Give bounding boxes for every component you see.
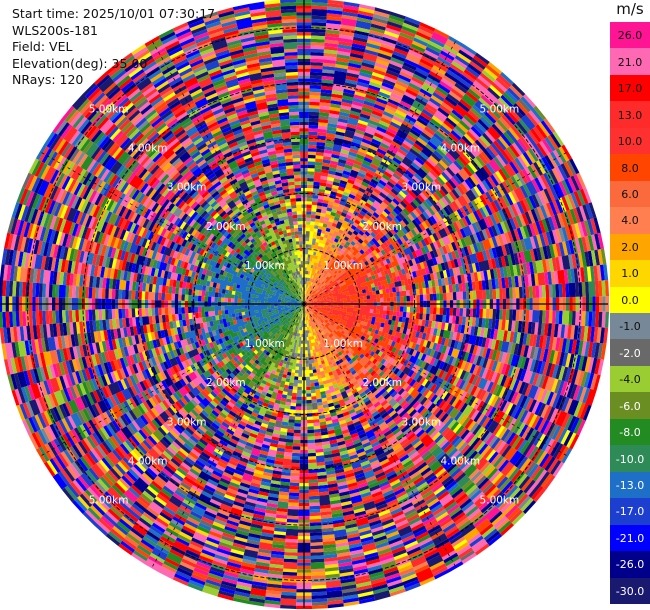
- azimuth-spoke: [303, 303, 457, 568]
- colorbar-tick-label: -8.0: [619, 426, 641, 440]
- colorbar-tick-label: -6.0: [619, 399, 641, 413]
- colorbar-tick-label: 2.0: [621, 240, 639, 254]
- velocity-cell-group: [3, 4, 606, 609]
- colorbar-tick-label: 1.0: [621, 267, 639, 281]
- colorbar-tick-label: -10.0: [615, 452, 645, 466]
- range-ring-label: 2.00km: [206, 377, 246, 389]
- colorbar-tick-label: -30.0: [615, 584, 645, 598]
- colorbar-segment: [610, 154, 650, 182]
- colorbar-tick-label: 4.0: [621, 214, 639, 228]
- colorbar-tick-label: -2.0: [619, 346, 641, 360]
- colorbar-tick-label: 8.0: [621, 161, 639, 175]
- range-ring-label: 3.00km: [167, 182, 207, 194]
- velocity-cell-group: [13, 15, 610, 610]
- nrays-label: NRays: 120: [12, 72, 84, 88]
- colorbar-segment: [610, 286, 650, 314]
- range-ring-labels: 1.00km 1.00km 1.00km 1.00km 2.00km 2.00km 2.00…: [89, 104, 520, 507]
- colorbar-segment: [610, 418, 650, 446]
- plot-info: Start time: 2025/10/01 07:30:17 WLS200s-…: [12, 6, 215, 89]
- colorbar-segment: [610, 74, 650, 102]
- colorbar-segment: [610, 365, 650, 393]
- colorbar-tick-label: 26.0: [617, 29, 643, 43]
- colorbar-segment: [610, 101, 650, 129]
- azimuth-spoke: [151, 303, 305, 568]
- range-ring-label: 1.00km: [323, 260, 363, 272]
- colorbar-segment: [610, 498, 650, 526]
- colorbar-segment: [610, 445, 650, 473]
- colorbar-segment: [610, 233, 650, 261]
- colorbar-segment: [610, 339, 650, 367]
- colorbar-tick-label: 10.0: [617, 135, 643, 149]
- elevation-label: Elevation(deg): 35.00: [12, 55, 148, 71]
- velocity-cell-group: [11, 10, 609, 603]
- range-ring-label: 2.00km: [362, 221, 402, 233]
- velocity-cells: [0, 0, 610, 610]
- field-label: Field: VEL: [12, 39, 73, 55]
- range-ring-label: 2.00km: [362, 377, 402, 389]
- colorbar-tick-label: 13.0: [617, 108, 643, 122]
- colorbar-segment: [610, 207, 650, 235]
- range-ring-label: 5.00km: [480, 104, 520, 116]
- range-ring-label: 1.00km: [245, 260, 285, 272]
- azimuth-spoke: [303, 151, 568, 305]
- azimuth-spoke: [151, 40, 305, 305]
- colorbar-segment: [610, 313, 650, 340]
- range-ring-label: 4.00km: [440, 143, 480, 155]
- velocity-cell-group: [12, 0, 609, 600]
- range-ring-label: 4.00km: [440, 455, 480, 467]
- azimuth-spoke: [40, 151, 305, 305]
- range-ring-label: 5.00km: [89, 494, 129, 506]
- range-ring-label: 4.00km: [128, 143, 168, 155]
- colorbar-tick-label: -4.0: [619, 373, 641, 387]
- range-ring-label: 1.00km: [245, 338, 285, 350]
- range-ring-label: 3.00km: [401, 182, 441, 194]
- range-ring-label: 5.00km: [89, 104, 129, 116]
- range-ring-label: 2.00km: [206, 221, 246, 233]
- start-time-label: Start time: 2025/10/01 07:30:17: [12, 6, 216, 21]
- velocity-cell-group: [9, 10, 610, 599]
- range-ring-label: 1.00km: [323, 338, 363, 350]
- colorbar-segment: [610, 22, 650, 49]
- azimuth-spoke: [303, 40, 457, 305]
- range-ring-label: 4.00km: [128, 455, 168, 467]
- colorbar-tick-label: 17.0: [617, 82, 643, 96]
- colorbar-segment: [610, 260, 650, 288]
- colorbar-tick-label: -1.0: [619, 320, 641, 334]
- velocity-cell-group: [1, 0, 597, 603]
- colorbar-tick-label: -13.0: [615, 478, 645, 492]
- range-ring-label: 3.00km: [167, 416, 207, 428]
- colorbar-tick-label: 0.0: [621, 293, 639, 307]
- colorbar-tick-label: 21.0: [617, 55, 643, 69]
- colorbar: 26.0 21.0 17.0 13.0 10.0 8.0 6.0 4.0 2.0 1.0 0.0 -1…: [610, 22, 650, 605]
- range-ring-label: 5.00km: [480, 494, 520, 506]
- colorbar-tick-label: 6.0: [621, 187, 639, 201]
- instrument-label: WLS200s-181: [12, 22, 98, 38]
- colorbar-segment: [610, 392, 650, 420]
- colorbar-tick-label: -21.0: [615, 531, 645, 545]
- colorbar-segment: [610, 180, 650, 208]
- colorbar-tick-label: -26.0: [615, 558, 645, 572]
- colorbar-segment: [610, 127, 650, 155]
- azimuth-spokes: [0, 0, 608, 608]
- azimuth-spoke: [303, 303, 568, 457]
- azimuth-spoke: [40, 303, 305, 457]
- ppi-velocity-plot: 1.00km 1.00km 1.00km 1.00km 2.00km 2.00km 2.00…: [0, 0, 610, 610]
- velocity-cell-group: [4, 0, 599, 605]
- colorbar-segment: [610, 551, 650, 579]
- colorbar-unit: m/s: [616, 0, 644, 18]
- colorbar-segment: [610, 471, 650, 499]
- range-ring-label: 3.00km: [401, 416, 441, 428]
- colorbar-tick-label: -17.0: [615, 505, 645, 519]
- colorbar-segment: [610, 577, 650, 605]
- colorbar-segment: [610, 524, 650, 552]
- colorbar-segment: [610, 48, 650, 76]
